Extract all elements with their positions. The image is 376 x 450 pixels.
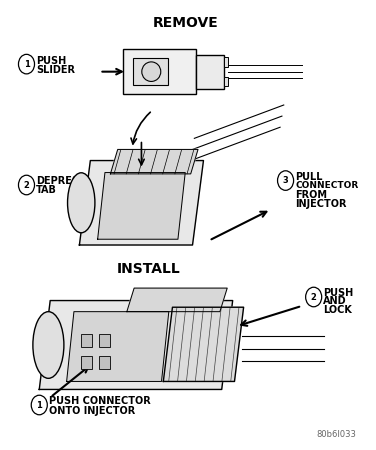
Text: PULL: PULL [296,172,323,182]
Polygon shape [67,312,169,382]
Polygon shape [39,301,233,389]
Text: PUSH: PUSH [323,288,353,297]
Text: TAB: TAB [36,185,57,195]
Polygon shape [111,149,198,174]
Text: 1: 1 [24,59,29,68]
Polygon shape [127,288,227,312]
FancyBboxPatch shape [81,356,92,369]
Polygon shape [163,307,244,382]
Text: 1: 1 [36,400,42,410]
Polygon shape [98,172,185,239]
FancyBboxPatch shape [100,334,111,347]
Ellipse shape [33,312,64,378]
FancyBboxPatch shape [224,76,228,86]
Ellipse shape [142,62,161,81]
FancyBboxPatch shape [196,55,224,89]
Text: SLIDER: SLIDER [36,65,75,75]
Text: LOCK: LOCK [323,306,352,315]
Text: ONTO INJECTOR: ONTO INJECTOR [50,406,136,416]
FancyBboxPatch shape [123,50,196,94]
FancyBboxPatch shape [81,334,92,347]
Text: 2: 2 [311,292,317,302]
Text: PUSH CONNECTOR: PUSH CONNECTOR [50,396,151,406]
Text: PUSH: PUSH [36,56,67,67]
Text: DEPRESS: DEPRESS [36,176,86,186]
Text: CONNECTOR: CONNECTOR [296,181,359,190]
FancyBboxPatch shape [133,58,168,85]
Text: 3: 3 [283,176,288,185]
Text: INSTALL: INSTALL [117,262,180,276]
Text: FROM: FROM [296,190,327,200]
Text: 2: 2 [24,180,29,189]
FancyBboxPatch shape [100,356,111,369]
Text: AND: AND [323,297,347,306]
Ellipse shape [68,173,95,233]
Polygon shape [79,161,203,245]
Text: REMOVE: REMOVE [152,16,218,30]
FancyBboxPatch shape [224,57,228,67]
Text: 80b6I033: 80b6I033 [317,430,357,439]
Text: INJECTOR: INJECTOR [296,198,347,209]
